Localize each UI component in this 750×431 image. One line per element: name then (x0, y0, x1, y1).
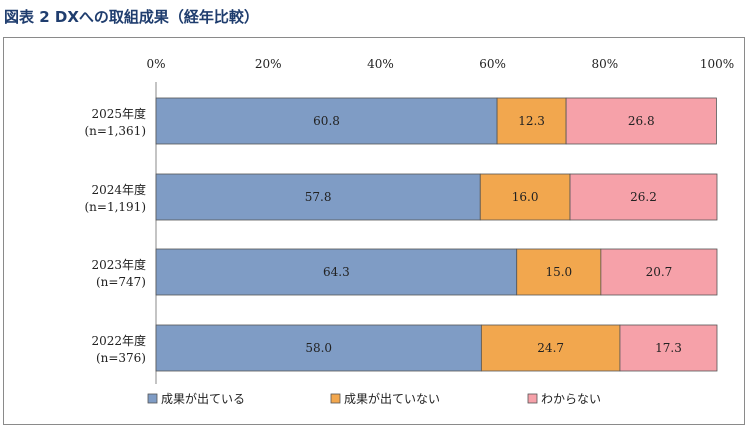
category-label: 2023年度 (91, 257, 146, 272)
bar-segment (619, 324, 718, 372)
category-sublabel: (n=376) (96, 351, 146, 365)
x-tick-label: 40% (367, 57, 394, 71)
data-label: 26.2 (630, 190, 657, 204)
x-tick-label: 20% (255, 57, 282, 71)
data-label: 60.8 (313, 114, 340, 128)
bar-segment (600, 248, 718, 296)
category-label: 2024年度 (91, 182, 146, 197)
legend-swatch (147, 393, 158, 404)
data-label: 15.0 (545, 265, 572, 279)
data-label: 58.0 (305, 341, 332, 355)
data-label: 17.3 (655, 341, 682, 355)
legend-swatch (527, 393, 538, 404)
stacked-bar-chart: 0% 20% 40% 60% 80% 100% 60.8 12.3 26.8 2025年度 (n=1… (85, 57, 735, 406)
data-label: 64.3 (323, 265, 350, 279)
category-label: 2022年度 (91, 333, 146, 348)
legend-swatch (330, 393, 341, 404)
category-sublabel: (n=747) (96, 275, 146, 289)
data-label: 24.7 (537, 341, 564, 355)
data-label: 16.0 (512, 190, 539, 204)
bar-segment (569, 173, 718, 221)
data-label: 20.7 (646, 265, 673, 279)
chart-frame: 0% 20% 40% 60% 80% 100% 60.8 12.3 26.8 2025年度 (n=1… (3, 37, 745, 425)
bar-segment (496, 97, 567, 145)
data-label: 57.8 (305, 190, 332, 204)
category-label: 2025年度 (91, 106, 146, 121)
category-sublabel: (n=1,361) (85, 124, 147, 138)
bar-segment (565, 97, 717, 145)
x-tick-label: 80% (591, 57, 618, 71)
x-tick-label: 100% (700, 57, 734, 71)
data-label: 12.3 (518, 114, 545, 128)
category-sublabel: (n=1,191) (85, 200, 147, 214)
figure-title: 図表 2 DXへの取組成果（経年比較） (4, 8, 259, 26)
legend-label: 成果が出ていない (344, 391, 440, 406)
data-label: 26.8 (628, 114, 655, 128)
bar-segment (516, 248, 602, 296)
legend-label: わからない (541, 392, 601, 406)
bar-segment (155, 97, 498, 145)
bar-segment (480, 324, 621, 372)
bar-segment (155, 324, 482, 372)
x-tick-label: 60% (479, 57, 506, 71)
x-tick-label: 0% (146, 57, 165, 71)
legend-label: 成果が出ている (161, 391, 245, 406)
